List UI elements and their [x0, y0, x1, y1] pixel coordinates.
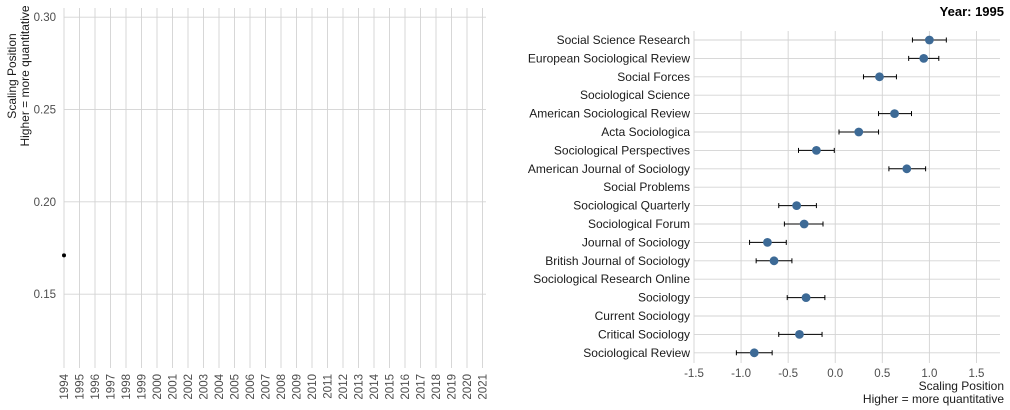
journal-point: [749, 348, 759, 358]
scaling-x-tick-label: -1.0: [731, 368, 751, 380]
journal-label: Sociological Quarterly: [573, 199, 690, 213]
timeline-gridlines: [63, 8, 486, 368]
timeline-x-tick-label: 1997: [106, 374, 118, 400]
timeline-x-tick-label: 2012: [338, 374, 350, 400]
chart-subtitle-year: Year: 1995: [940, 4, 1004, 19]
journal-point: [919, 54, 929, 63]
timeline-x-tick-label: 2020: [462, 374, 474, 400]
journal-point: [890, 109, 899, 118]
timeline-x-tick-label: 1995: [75, 374, 87, 400]
journal-label: Sociological Research Online: [533, 272, 690, 286]
journal-label: Sociological Forum: [588, 217, 690, 231]
timeline-y-tick-labels: 0.15 0.20 0.25 0.30: [34, 12, 56, 301]
scaling-x-axis-title-line2: Higher = more quantitative: [863, 392, 1004, 406]
scaling-x-tick-label: -0.5: [778, 368, 798, 380]
scaling-x-tick-label: 1.0: [921, 368, 937, 380]
journal-label: British Journal of Sociology: [545, 254, 690, 268]
timeline-y-tick-label: 0.20: [34, 197, 56, 209]
timeline-x-tick-label: 2004: [214, 373, 226, 399]
journal-label: Acta Sociologica: [601, 125, 690, 139]
journal-label: Critical Sociology: [598, 327, 690, 341]
journal-label: Sociological Science: [580, 88, 690, 102]
journal-label: European Sociological Review: [528, 51, 690, 65]
timeline-x-tick-label: 2021: [478, 374, 490, 400]
journal-label: Sociological Review: [583, 346, 690, 360]
timeline-y-axis-title: Scaling Position Higher = more quantitat…: [5, 5, 32, 146]
journal-point: [792, 201, 802, 211]
timeline-point: [62, 253, 66, 258]
journal-point: [812, 146, 821, 155]
timeline-x-tick-label: 2018: [431, 374, 443, 400]
journal-label: Social Forces: [617, 70, 690, 84]
timeline-x-tick-label: 2013: [354, 374, 366, 400]
timeline-x-tick-label: 2001: [168, 374, 180, 400]
timeline-x-tick-label: 1994: [59, 373, 71, 399]
journal-points: [749, 35, 934, 358]
timeline-x-tick-label: 2009: [292, 374, 304, 400]
journal-point: [924, 35, 934, 45]
error-bars: [735, 37, 947, 356]
timeline-y-axis-title-line1: Scaling Position: [5, 33, 19, 118]
journal-labels: Social Science Research European Sociolog…: [528, 33, 690, 360]
journal-point: [799, 219, 809, 229]
timeline-x-tick-label: 2000: [152, 374, 164, 400]
journal-point: [801, 293, 811, 302]
timeline-y-tick-label: 0.30: [34, 12, 56, 24]
timeline-y-tick-label: 0.15: [34, 289, 56, 301]
journal-label: Journal of Sociology: [582, 235, 690, 249]
timeline-x-tick-label: 2003: [199, 374, 211, 400]
scaling-x-tick-label: 0.5: [874, 368, 890, 380]
timeline-x-tick-label: 2010: [307, 374, 319, 400]
journal-label: American Journal of Sociology: [528, 162, 690, 176]
scaling-x-tick-label: 1.5: [968, 368, 984, 380]
journal-label: Sociological Perspectives: [554, 143, 690, 157]
timeline-y-axis-title-line2: Higher = more quantitative: [18, 5, 32, 146]
journal-label: American Sociological Review: [529, 107, 690, 121]
journal-point: [763, 238, 772, 247]
journal-point: [902, 164, 912, 174]
timeline-x-tick-label: 2015: [385, 374, 397, 400]
timeline-x-tick-label: 2005: [230, 374, 242, 400]
scaling-x-tick-label: -1.5: [684, 368, 704, 380]
timeline-x-tick-label: 1999: [137, 374, 149, 400]
journal-point: [875, 72, 884, 82]
journal-label: Social Science Research: [557, 33, 690, 47]
timeline-x-tick-label: 2017: [416, 374, 428, 400]
scaling-x-tick-labels: -1.5 -1.0 -0.5 0.0 0.5 1.0 1.5: [684, 368, 984, 380]
timeline-x-tick-label: 2007: [261, 374, 273, 400]
journal-point: [795, 330, 804, 339]
timeline-y-tick-label: 0.25: [34, 105, 56, 117]
timeline-x-tick-label: 1996: [90, 374, 102, 400]
timeline-x-tick-label: 2019: [447, 374, 459, 400]
journal-label: Sociology: [638, 291, 690, 305]
journal-point: [769, 256, 779, 266]
timeline-x-tick-label: 2011: [323, 374, 335, 399]
timeline-x-tick-labels: 1994 1995 1996 1997 1998 1999 2000 2001 2002 2003…: [59, 373, 490, 399]
timeline-x-tick-label: 2008: [276, 374, 288, 400]
journal-label: Social Problems: [603, 180, 690, 194]
timeline-x-tick-label: 2014: [369, 373, 381, 399]
timeline-x-tick-label: 2016: [400, 374, 412, 400]
timeline-chart: 0.150.200.250.30 1994 1995 1996 1997 1998 199…: [5, 5, 490, 399]
timeline-points: [62, 253, 66, 258]
scaling-x-axis-title-line1: Scaling Position: [919, 379, 1004, 393]
scaling-x-tick-label: 0.0: [827, 368, 843, 380]
timeline-x-tick-label: 1998: [121, 374, 133, 400]
timeline-x-tick-label: 2006: [245, 374, 257, 400]
scaling-gridlines: [693, 31, 1000, 363]
journal-label: Current Sociology: [595, 309, 690, 323]
timeline-x-tick-label: 2002: [183, 374, 195, 400]
journal-point: [854, 127, 864, 137]
